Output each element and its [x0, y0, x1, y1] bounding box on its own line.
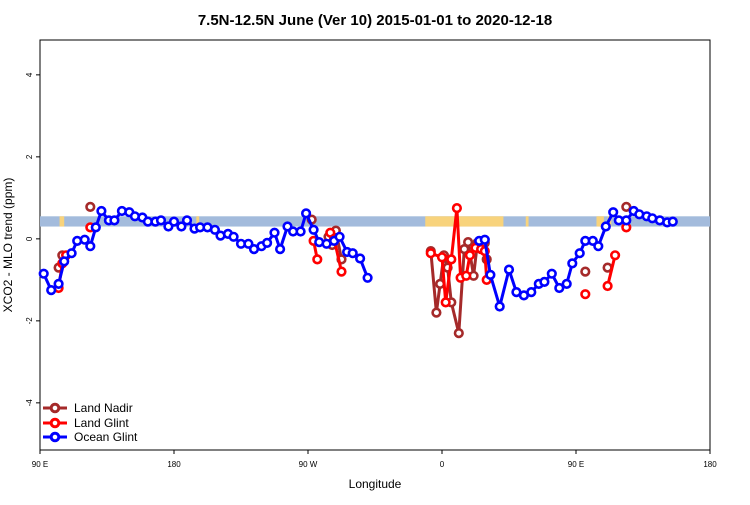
legend-label-land-glint: Land Glint: [74, 416, 129, 430]
data-point: [347, 248, 358, 259]
x-tick-label: 90 E: [568, 460, 584, 469]
data-point: [479, 234, 490, 245]
x-tick-label: 180: [703, 460, 717, 469]
y-tick-label: -2: [25, 317, 34, 325]
data-point: [228, 231, 239, 242]
land-segment: [59, 216, 65, 227]
data-point: [461, 270, 472, 281]
y-tick-label: 2: [25, 154, 34, 159]
data-point: [53, 278, 64, 290]
legend: Land Nadir Land Glint Ocean Glint: [43, 401, 138, 444]
data-point: [66, 248, 77, 259]
legend-item-land-nadir: Land Nadir: [43, 401, 133, 415]
data-point: [567, 258, 578, 269]
data-point: [446, 254, 457, 265]
data-point: [451, 203, 463, 214]
data-point: [85, 201, 96, 212]
data-point: [503, 264, 515, 275]
series-layer: [38, 201, 678, 339]
data-point: [546, 268, 557, 279]
legend-marker-land-nadir: [49, 402, 61, 414]
data-point: [436, 252, 448, 263]
data-point: [275, 244, 286, 255]
data-point: [593, 241, 604, 252]
legend-marker-land-glint: [49, 417, 61, 429]
data-point: [85, 241, 96, 252]
data-point: [431, 307, 442, 318]
data-point: [580, 289, 591, 300]
y-axis-label: XCO2 - MLO trend (ppm): [1, 178, 15, 313]
y-tick-label: 0: [25, 236, 34, 241]
data-point: [526, 287, 537, 298]
land-segment: [425, 216, 504, 227]
data-point: [168, 216, 180, 227]
data-point: [295, 226, 306, 237]
data-point: [109, 215, 120, 226]
x-tick-label: 90 W: [299, 460, 318, 469]
data-point: [464, 250, 476, 261]
data-point: [181, 215, 193, 226]
data-point: [485, 269, 496, 281]
data-point: [463, 237, 474, 248]
data-point: [59, 256, 70, 267]
data-point: [608, 207, 619, 218]
data-point: [38, 268, 49, 279]
data-point: [621, 201, 632, 212]
data-point: [600, 221, 611, 232]
data-point: [176, 221, 187, 232]
ocean-band: [40, 216, 710, 227]
data-point: [336, 266, 347, 277]
series-line: [606, 254, 617, 287]
data-point: [334, 231, 345, 242]
data-point: [453, 328, 464, 339]
land-segment: [196, 216, 200, 227]
data-point: [355, 253, 366, 264]
data-point: [308, 224, 319, 235]
data-point: [580, 266, 591, 277]
y-axis: -4 -2 0 2 4: [25, 72, 40, 406]
data-point: [494, 301, 505, 312]
legend-label-ocean-glint: Ocean Glint: [74, 430, 138, 444]
data-point: [539, 276, 550, 288]
data-point: [155, 215, 167, 226]
plot-frame: [39, 39, 711, 451]
legend-item-land-glint: Land Glint: [43, 416, 129, 430]
x-tick-label: 180: [167, 460, 181, 469]
data-point: [209, 224, 220, 235]
legend-label-land-nadir: Land Nadir: [74, 401, 133, 415]
data-point: [561, 278, 572, 290]
data-point: [262, 237, 273, 248]
y-tick-label: 4: [25, 72, 34, 77]
data-point: [312, 254, 323, 265]
data-point: [554, 282, 565, 294]
land-segment: [596, 216, 604, 227]
data-point: [269, 227, 280, 238]
data-point: [602, 280, 613, 292]
data-point: [46, 285, 57, 296]
data-point: [440, 297, 451, 308]
data-point: [362, 272, 373, 283]
data-point: [574, 248, 585, 259]
chart-title: 7.5N-12.5N June (Ver 10) 2015-01-01 to 2…: [198, 12, 552, 29]
legend-marker-ocean-glint: [49, 431, 61, 443]
data-point: [667, 216, 678, 227]
legend-item-ocean-glint: Ocean Glint: [43, 430, 138, 444]
data-point: [301, 208, 312, 219]
y-tick-label: -4: [25, 399, 34, 407]
data-point: [621, 215, 632, 226]
x-tick-label: 0: [440, 460, 445, 469]
series-ocean-glint: [38, 205, 678, 312]
data-point: [79, 234, 90, 245]
data-point: [96, 205, 107, 217]
data-point: [90, 222, 101, 233]
land-segment: [525, 216, 529, 227]
x-tick-label: 90 E: [32, 460, 48, 469]
data-point: [609, 250, 621, 261]
data-point: [425, 248, 436, 259]
x-axis-label: Longitude: [349, 477, 402, 491]
x-axis: 90 E 180 90 W 0 90 E 180: [32, 450, 717, 469]
series-land-glint: [53, 203, 632, 308]
